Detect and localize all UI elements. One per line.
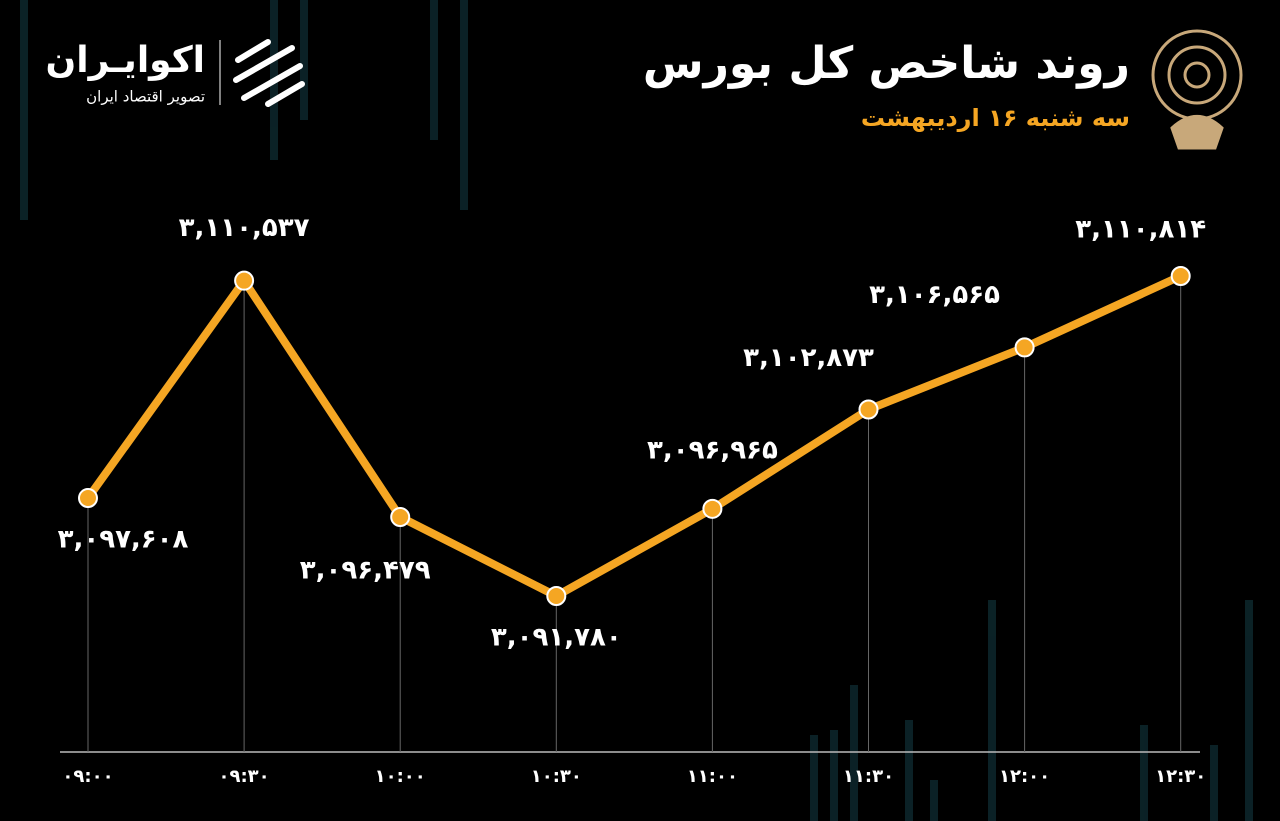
data-label: ۳,۰۹۶,۴۷۹ [300, 556, 431, 586]
x-tick-label: ۱۰:۰۰ [375, 766, 426, 787]
point [858, 399, 879, 420]
chart-title: روند شاخص کل بورس [643, 38, 1130, 89]
line [84, 272, 1183, 600]
data-label: ۳,۱۱۰,۸۱۴ [1075, 215, 1206, 245]
point [78, 488, 98, 509]
point [1014, 337, 1035, 358]
data-label: ۳,۰۹۱,۷۸۰ [491, 623, 622, 653]
point [390, 507, 411, 528]
x-tick-label: ۱۲:۳۰ [1155, 766, 1206, 787]
point [702, 498, 723, 519]
x-tick-label: ۱۰:۳۰ [531, 766, 582, 787]
brand-logo [233, 39, 305, 107]
data-label: ۳,۰۹۷,۶۰۸ [58, 525, 189, 555]
data-label: ۳,۱۰۶,۵۶۵ [869, 280, 1000, 310]
point [546, 586, 567, 606]
chart-subtitle: سه شنبه ۱۶ اردیبهشت [861, 104, 1130, 132]
point [234, 270, 255, 291]
point [1170, 266, 1191, 286]
x-tick-label: ۱۱:۰۰ [687, 766, 738, 787]
x-tick-label: ۱۲:۰۰ [999, 766, 1050, 787]
x-tick-label: ۱۱:۳۰ [843, 766, 894, 787]
data-label: ۳,۰۹۶,۹۶۵ [647, 435, 778, 465]
brand-name: اکوایـران [46, 40, 205, 81]
data-label: ۳,۱۱۰,۵۳۷ [179, 213, 310, 243]
x-tick-label: ۰۹:۰۰ [62, 766, 113, 787]
emblem [1151, 29, 1243, 150]
data-label: ۳,۱۰۲,۸۷۳ [743, 343, 874, 373]
brand-tagline: تصویر اقتصاد ایران [86, 88, 205, 106]
x-tick-label: ۰۹:۳۰ [219, 766, 270, 787]
